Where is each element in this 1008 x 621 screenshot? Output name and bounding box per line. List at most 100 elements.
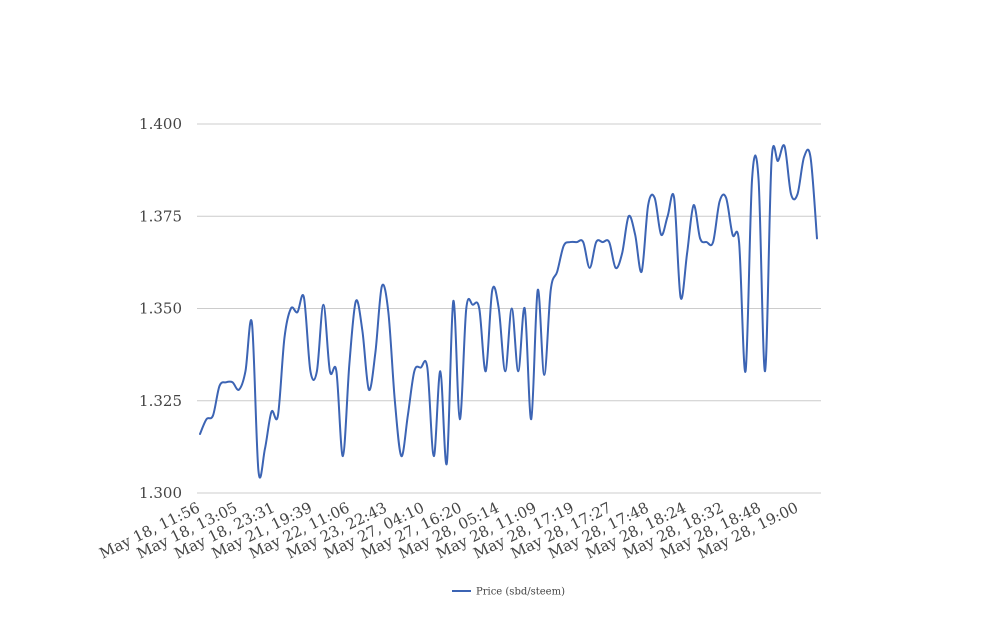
- data-point: [562, 244, 566, 248]
- data-point: [289, 307, 293, 311]
- data-point: [243, 369, 247, 373]
- data-point: [204, 417, 208, 421]
- data-point: [601, 240, 605, 244]
- data-point: [198, 432, 202, 436]
- data-point: [796, 192, 800, 196]
- y-tick-label: 1.300: [139, 484, 182, 502]
- data-point: [620, 251, 624, 255]
- data-point: [451, 299, 455, 303]
- data-point: [399, 454, 403, 458]
- data-point: [731, 233, 735, 237]
- data-point: [282, 336, 286, 340]
- data-point: [380, 284, 384, 288]
- data-point: [523, 307, 527, 311]
- data-point: [536, 288, 540, 292]
- data-point: [510, 307, 514, 311]
- data-point: [263, 447, 267, 451]
- data-point: [211, 414, 215, 418]
- data-point: [237, 388, 241, 392]
- data-point: [224, 380, 228, 384]
- data-point: [432, 454, 436, 458]
- y-tick-label: 1.350: [139, 300, 182, 318]
- data-point: [503, 369, 507, 373]
- data-point: [334, 369, 338, 373]
- data-point: [763, 369, 767, 373]
- data-point: [490, 288, 494, 292]
- data-point: [607, 240, 611, 244]
- data-point: [802, 155, 806, 159]
- data-point: [594, 240, 598, 244]
- data-point: [471, 303, 475, 307]
- data-point: [308, 369, 312, 373]
- data-point: [744, 369, 748, 373]
- data-point: [347, 362, 351, 366]
- data-point: [217, 384, 221, 388]
- data-point: [705, 240, 709, 244]
- data-point: [419, 366, 423, 370]
- data-point: [555, 270, 559, 274]
- data-point: [750, 177, 754, 181]
- data-point: [477, 307, 481, 311]
- data-point: [575, 240, 579, 244]
- data-point: [464, 307, 468, 311]
- data-point: [614, 266, 618, 270]
- data-point: [295, 310, 299, 314]
- data-point: [412, 369, 416, 373]
- data-point: [549, 288, 553, 292]
- data-point: [633, 233, 637, 237]
- legend-label-price: Price (sbd/steem): [476, 587, 565, 598]
- data-point: [406, 414, 410, 418]
- data-point: [321, 303, 325, 307]
- data-point: [425, 366, 429, 370]
- data-point: [659, 233, 663, 237]
- data-point: [367, 388, 371, 392]
- y-tick-label: 1.400: [139, 115, 182, 133]
- data-point: [529, 417, 533, 421]
- data-point: [809, 155, 813, 159]
- data-point: [815, 236, 819, 240]
- data-point: [698, 236, 702, 240]
- data-point: [672, 196, 676, 200]
- data-point: [711, 240, 715, 244]
- data-point: [302, 295, 306, 299]
- data-point: [588, 266, 592, 270]
- data-point: [724, 196, 728, 200]
- data-point: [718, 199, 722, 203]
- data-point: [256, 469, 260, 473]
- data-point: [269, 410, 273, 414]
- data-point: [770, 159, 774, 163]
- data-point: [581, 240, 585, 244]
- data-point: [516, 369, 520, 373]
- data-point: [692, 203, 696, 207]
- y-tick-label: 1.375: [139, 207, 182, 225]
- data-point: [230, 380, 234, 384]
- data-point: [737, 240, 741, 244]
- data-point: [458, 417, 462, 421]
- data-point: [250, 321, 254, 325]
- data-point: [341, 454, 345, 458]
- data-point: [679, 295, 683, 299]
- data-point: [646, 203, 650, 207]
- data-point: [685, 251, 689, 255]
- data-point: [373, 351, 377, 355]
- series-layer: [198, 144, 819, 479]
- data-point: [568, 240, 572, 244]
- data-point: [445, 461, 449, 465]
- data-point: [653, 196, 657, 200]
- data-point: [328, 369, 332, 373]
- data-point: [776, 159, 780, 163]
- y-tick-label: 1.325: [139, 392, 182, 410]
- data-point: [640, 270, 644, 274]
- data-point: [393, 399, 397, 403]
- data-point: [627, 214, 631, 218]
- legend: Price (sbd/steem): [452, 587, 565, 598]
- data-point: [360, 329, 364, 333]
- data-point: [276, 414, 280, 418]
- data-point: [497, 307, 501, 311]
- data-point: [789, 192, 793, 196]
- data-point: [438, 369, 442, 373]
- data-point: [757, 177, 761, 181]
